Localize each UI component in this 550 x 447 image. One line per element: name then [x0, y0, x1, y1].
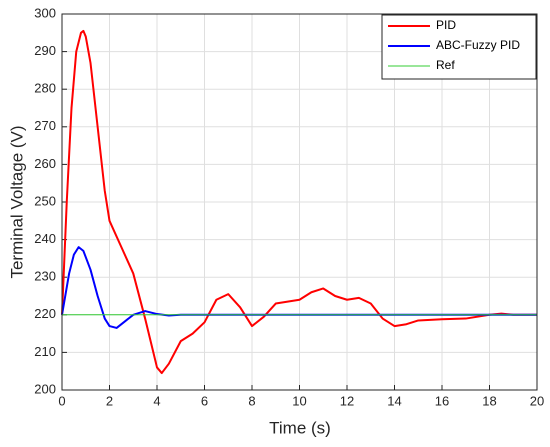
legend-label: ABC-Fuzzy PID	[436, 38, 520, 52]
x-tick-label: 12	[340, 393, 354, 408]
x-tick-label: 10	[292, 393, 306, 408]
x-tick-label: 8	[248, 393, 255, 408]
axes-box	[61, 13, 538, 391]
x-tick-label: 4	[153, 393, 160, 408]
y-tick-label: 210	[34, 344, 56, 359]
y-tick-label: 300	[34, 5, 56, 20]
x-tick-label: 2	[106, 393, 113, 408]
y-tick-label: 290	[34, 43, 56, 58]
x-axis-label: Time (s)	[269, 418, 331, 437]
x-tick-label: 18	[482, 393, 496, 408]
legend-label: PID	[436, 18, 456, 32]
y-tick-label: 280	[34, 81, 56, 96]
y-tick-label: 240	[34, 231, 56, 246]
y-tick-label: 200	[34, 381, 56, 396]
x-tick-label: 6	[201, 393, 208, 408]
y-axis-label: Terminal Voltage (V)	[7, 125, 26, 278]
x-tick-label: 20	[530, 393, 544, 408]
y-tick-label: 260	[34, 156, 56, 171]
y-tick-label: 230	[34, 269, 56, 284]
legend: PID ABC-Fuzzy PID Ref	[381, 14, 537, 80]
x-tick-label: 14	[387, 393, 401, 408]
series-line	[61, 29, 537, 375]
y-tick-label: 220	[34, 306, 56, 321]
y-tick-label: 270	[34, 118, 56, 133]
x-tick-label: 16	[435, 393, 449, 408]
x-tick-label: 0	[58, 393, 65, 408]
y-tick-label: 250	[34, 193, 56, 208]
legend-label: Ref	[436, 58, 455, 72]
